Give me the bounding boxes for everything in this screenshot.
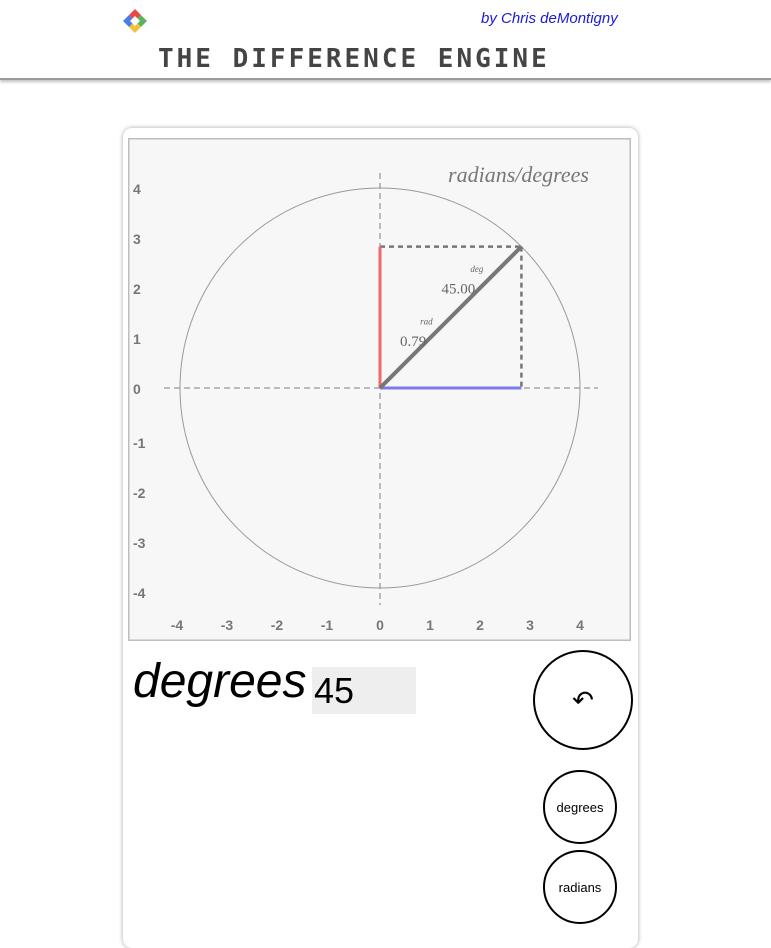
header: by Chris deMontigny THE DIFFERENCE ENGIN… <box>0 0 771 80</box>
y-tick-label: 3 <box>133 231 141 247</box>
unit-circle <box>179 187 581 589</box>
x-tick-label: 1 <box>426 617 434 633</box>
x-tick-label: 3 <box>526 617 534 633</box>
degrees-value-label: 45.00 <box>442 282 476 298</box>
y-tick-label: 2 <box>133 281 141 297</box>
radians-button[interactable]: radians <box>543 850 617 924</box>
deg-tag: deg <box>470 264 483 274</box>
author-link[interactable]: by Chris deMontigny <box>481 10 618 27</box>
y-tick-label: -3 <box>133 535 146 551</box>
y-tick-label: 0 <box>133 381 141 397</box>
x-tick-label: 2 <box>476 617 484 633</box>
undo-arrow-icon: ↶ <box>572 684 594 715</box>
diamond-logo-icon <box>123 9 147 33</box>
rad-tag: rad <box>420 317 433 327</box>
converter-card: -4 -3 -2 -1 0 1 2 3 4 4 3 2 1 0 -1 -2 -3 -4 deg 45.00 ra… <box>123 128 638 948</box>
x-tick-label: 0 <box>376 617 384 633</box>
x-tick-label: 4 <box>576 617 584 633</box>
y-tick-label: -4 <box>133 585 146 601</box>
unit-circle-plot: -4 -3 -2 -1 0 1 2 3 4 4 3 2 1 0 -1 -2 -3 -4 deg 45.00 ra… <box>128 138 631 641</box>
x-tick-label: -2 <box>271 617 284 633</box>
y-tick-label: -1 <box>133 435 146 451</box>
angle-input[interactable] <box>312 667 416 714</box>
angle-radius-line <box>378 245 523 390</box>
x-tick-label: -3 <box>221 617 234 633</box>
degrees-button[interactable]: degrees <box>543 770 617 844</box>
y-tick-label: 1 <box>133 331 141 347</box>
undo-button[interactable]: ↶ <box>533 650 633 750</box>
unit-label: degrees <box>133 655 307 708</box>
plot-title: radians/degrees <box>448 162 589 187</box>
x-tick-label: -4 <box>171 617 184 633</box>
y-tick-label: 4 <box>133 181 141 197</box>
y-tick-label: -2 <box>133 485 146 501</box>
page-title: THE DIFFERENCE ENGINE <box>158 44 550 74</box>
radians-value-label: 0.79 <box>400 334 426 350</box>
x-tick-label: -1 <box>321 617 334 633</box>
